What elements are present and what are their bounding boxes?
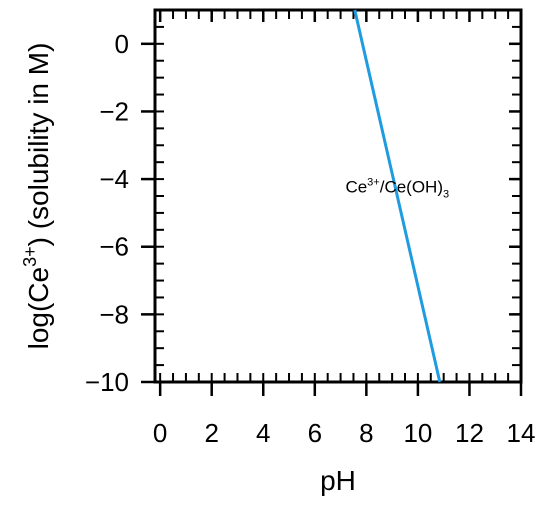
annotation-sup: 3+ bbox=[367, 177, 380, 189]
y-axis-title-prefix: log(Ce bbox=[23, 267, 54, 349]
x-tick-label: 10 bbox=[403, 418, 432, 448]
minor-ticks bbox=[155, 10, 521, 382]
y-axis-title: log(Ce3+) (solubility in M) bbox=[20, 43, 54, 350]
annotation-sub: 3 bbox=[443, 189, 449, 201]
y-tick-label: 0 bbox=[115, 29, 129, 59]
plot-frame bbox=[153, 8, 523, 384]
x-tick-labels: 0 2 4 6 8 10 12 14 bbox=[153, 418, 536, 448]
series-line bbox=[353, 9, 442, 383]
y-tick-label: −4 bbox=[99, 164, 129, 194]
major-ticks bbox=[141, 10, 523, 396]
x-tick-label: 0 bbox=[153, 418, 167, 448]
x-tick-label: 2 bbox=[204, 418, 218, 448]
y-tick-label: −2 bbox=[99, 96, 129, 126]
x-tick-label: 12 bbox=[455, 418, 484, 448]
y-tick-labels: 0 −2 −4 −6 −8 −10 bbox=[85, 29, 129, 397]
x-tick-label: 8 bbox=[359, 418, 373, 448]
x-tick-label: 14 bbox=[507, 418, 536, 448]
x-tick-label: 4 bbox=[256, 418, 270, 448]
annotation-text-b: /Ce(OH) bbox=[380, 178, 443, 197]
y-axis-title-suffix: ) (solubility in M) bbox=[23, 43, 54, 247]
y-tick-label: −10 bbox=[85, 367, 129, 397]
x-tick-label: 6 bbox=[308, 418, 322, 448]
series-layer bbox=[353, 9, 442, 383]
y-tick-label: −8 bbox=[99, 299, 129, 329]
y-tick-label: −6 bbox=[99, 232, 129, 262]
x-axis-title: pH bbox=[320, 465, 356, 496]
annotation-text-a: Ce bbox=[345, 178, 367, 197]
y-axis-title-sup: 3+ bbox=[20, 246, 40, 267]
series-annotation: Ce3+/Ce(OH)3 bbox=[345, 177, 449, 201]
